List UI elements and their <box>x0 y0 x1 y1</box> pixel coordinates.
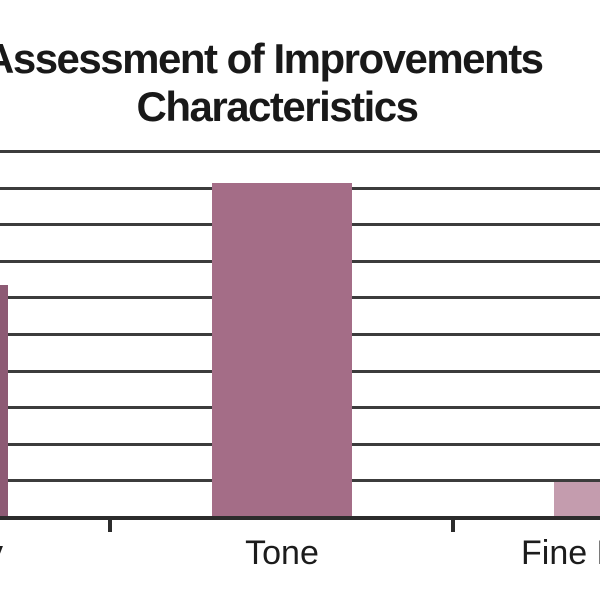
bar-category-left <box>0 285 8 516</box>
chart-title-line-1: Assessment of Improvements <box>0 35 544 82</box>
bar-tone <box>212 183 352 516</box>
chart-title-line-2: Characteristics <box>136 83 420 130</box>
x-tick-label-tone: Tone <box>245 534 319 572</box>
gridline <box>0 150 600 153</box>
x-axis-tick <box>451 519 455 532</box>
bar-fine-lines <box>554 479 600 516</box>
x-axis-line <box>0 516 600 520</box>
x-axis-tick <box>108 519 112 532</box>
x-tick-label-fine-lines-partial: Fine L <box>521 534 600 572</box>
x-tick-label-left-partial: y <box>0 534 3 572</box>
